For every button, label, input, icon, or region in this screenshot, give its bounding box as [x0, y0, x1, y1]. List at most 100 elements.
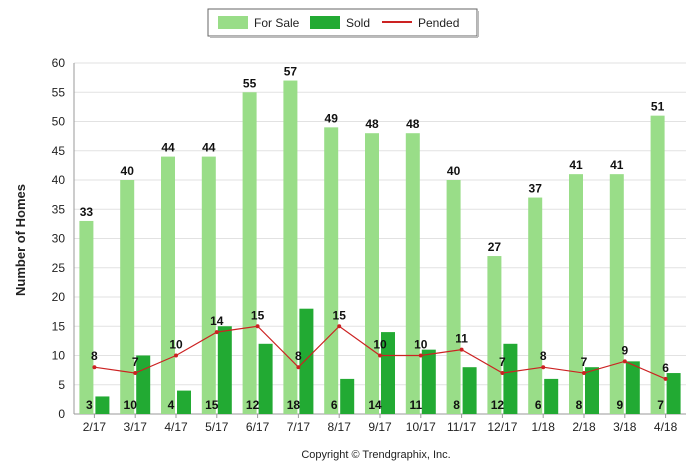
- sold-bar: [585, 367, 599, 414]
- for-sale-value-label: 41: [569, 158, 583, 172]
- pended-value-label: 8: [295, 349, 302, 363]
- legend-label-pended: Pended: [418, 16, 459, 30]
- y-tick-label: 5: [58, 378, 65, 392]
- x-tick-label: 12/17: [487, 420, 517, 434]
- for-sale-bar: [528, 197, 543, 414]
- sold-bar: [666, 373, 681, 414]
- for-sale-value-label: 44: [161, 141, 175, 155]
- sold-value-label: 8: [453, 398, 460, 412]
- sold-bar: [136, 355, 151, 414]
- y-axis-label: Number of Homes: [13, 184, 28, 296]
- for-sale-bar: [324, 127, 339, 414]
- sold-value-label: 6: [535, 398, 542, 412]
- legend: For Sale Sold Pended: [207, 8, 479, 38]
- x-tick-label: 2/17: [83, 420, 107, 434]
- sold-bar: [340, 378, 355, 414]
- sold-bar: [258, 343, 273, 414]
- for-sale-value-label: 44: [202, 141, 216, 155]
- sold-value-label: 9: [616, 398, 623, 412]
- pended-line: [92, 324, 668, 381]
- y-tick-label: 50: [52, 115, 66, 129]
- for-sale-bar: [201, 156, 216, 414]
- sold-value-label: 10: [124, 398, 138, 412]
- x-tick-label: 6/17: [246, 420, 270, 434]
- axes: 0 5 10 15 20 25 30 35 40 45 50 55 60 2/17 3/17 4/17 5/17…: [52, 56, 686, 434]
- for-sale-value-label: 57: [284, 65, 298, 79]
- y-tick-label: 25: [52, 261, 66, 275]
- legend-box: [207, 8, 478, 37]
- legend-swatch-for-sale: [218, 16, 248, 29]
- x-tick-label: 1/18: [532, 420, 556, 434]
- x-tick-label: 5/17: [205, 420, 229, 434]
- pended-point: [418, 353, 423, 358]
- sold-bar: [544, 378, 559, 414]
- for-sale-bar: [405, 133, 420, 414]
- grid: [74, 62, 686, 386]
- legend-swatch-sold: [310, 16, 340, 29]
- for-sale-value-label: 48: [365, 117, 379, 131]
- pended-value-label: 7: [581, 355, 588, 369]
- pended-value-label: 15: [251, 308, 265, 322]
- sold-bar: [217, 326, 232, 414]
- x-tick-label: 10/17: [406, 420, 436, 434]
- pended-value-label: 15: [333, 308, 347, 322]
- for-sale-value-label: 41: [610, 158, 624, 172]
- pended-value-label: 11: [455, 332, 468, 346]
- x-tick-label: 8/17: [328, 420, 352, 434]
- y-tick-label: 35: [52, 202, 66, 216]
- y-tick-label: 55: [52, 85, 66, 99]
- y-tick-label: 60: [52, 56, 66, 70]
- for-sale-value-label: 33: [80, 205, 94, 219]
- y-tick-label: 10: [52, 349, 66, 363]
- pended-point: [500, 371, 505, 376]
- sold-bar: [462, 367, 477, 414]
- sold-value-label: 14: [368, 398, 382, 412]
- x-tick-label: 2/18: [572, 420, 596, 434]
- y-tick-label: 0: [58, 407, 65, 421]
- for-sale-bar: [446, 180, 461, 414]
- pended-point: [378, 353, 382, 358]
- pended-point: [459, 347, 464, 352]
- x-tick-label: 4/18: [654, 420, 678, 434]
- bars: [79, 80, 681, 415]
- sold-bar: [299, 308, 314, 414]
- for-sale-bar: [120, 180, 135, 414]
- sold-value-label: 12: [246, 398, 260, 412]
- x-tick-label: 7/17: [287, 420, 311, 434]
- sold-value-label: 4: [168, 398, 175, 412]
- pended-value-label: 14: [210, 314, 224, 328]
- for-sale-value-label: 40: [447, 164, 461, 178]
- copyright-text: Copyright © Trendgraphix, Inc.: [301, 449, 450, 461]
- x-tick-label: 4/17: [164, 420, 188, 434]
- y-tick-label: 15: [52, 319, 66, 333]
- data-labels: 3334010444441555125718496481448114082712…: [80, 65, 670, 412]
- sold-value-label: 11: [409, 398, 422, 412]
- sold-bar: [381, 332, 395, 414]
- y-tick-label: 45: [52, 144, 66, 158]
- pended-value-label: 8: [91, 349, 98, 363]
- y-tick-label: 20: [52, 290, 66, 304]
- sold-value-label: 15: [205, 398, 219, 412]
- sold-value-label: 8: [576, 398, 583, 412]
- legend-label-sold: Sold: [346, 16, 370, 30]
- for-sale-bar: [79, 220, 94, 414]
- pended-point: [174, 353, 178, 358]
- pended-point: [337, 324, 342, 329]
- x-tick-label: 11/17: [447, 420, 476, 434]
- sold-value-label: 12: [491, 398, 505, 412]
- pended-point: [133, 371, 138, 376]
- pended-value-label: 10: [373, 338, 387, 352]
- pended-point: [582, 371, 586, 376]
- for-sale-value-label: 55: [243, 76, 257, 90]
- pended-value-label: 6: [662, 361, 669, 375]
- x-tick-label: 9/17: [368, 420, 392, 434]
- x-tick-label: 3/17: [124, 420, 148, 434]
- for-sale-value-label: 40: [121, 164, 135, 178]
- pended-value-label: 8: [540, 349, 547, 363]
- pended-point: [622, 359, 627, 364]
- pended-point: [663, 376, 668, 381]
- sold-bar: [95, 396, 110, 414]
- for-sale-bar: [487, 256, 502, 414]
- for-sale-value-label: 37: [529, 182, 543, 196]
- pended-value-label: 7: [499, 355, 506, 369]
